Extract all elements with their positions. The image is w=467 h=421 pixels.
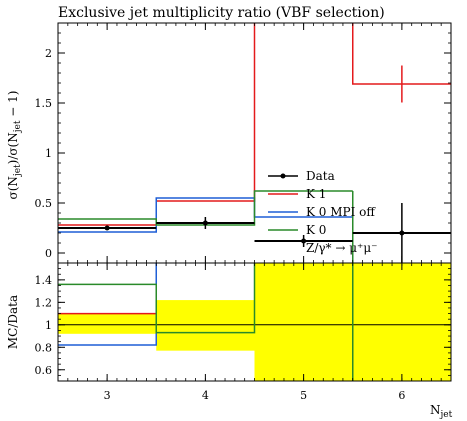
series-k-0-line (58, 263, 256, 334)
y-tick-label: 1.4 (35, 274, 53, 287)
data-point (202, 220, 208, 226)
y-tick-label: 1 (45, 147, 52, 160)
y-tick-label: 0.5 (35, 197, 53, 210)
chart-title: Exclusive jet multiplicity ratio (VBF se… (58, 5, 385, 21)
legend-label: K 0 MPI off (306, 205, 376, 219)
plot-area-top (58, 23, 451, 263)
data-point (399, 230, 405, 236)
y-tick-label: 1.5 (35, 97, 53, 110)
series-k-0-mpi-off-line (58, 197, 353, 233)
y-tick-label: 0 (45, 247, 52, 260)
plot-area-bottom (58, 263, 451, 381)
annotation: Z/γ* → μ⁺μ⁻ (306, 241, 378, 255)
data-point (104, 225, 110, 231)
uncertainty-band-bin (156, 300, 255, 351)
data-point (301, 238, 307, 244)
x-tick-label: 6 (398, 389, 405, 402)
legend-label: K 1 (306, 187, 326, 201)
x-tick-label: 4 (202, 389, 209, 402)
x-tick-label: 3 (104, 389, 111, 402)
uncertainty-band-bin (254, 263, 353, 381)
y-tick-label: 1 (45, 319, 52, 332)
ratio-panel: 0 0.5 1 1.5 2 Data K 1 K 0 MPI off K 0 Z/γ* → μ⁺μ… (35, 22, 452, 264)
y-tick-label: 2 (45, 47, 52, 60)
uncertainty-band-bin (352, 263, 451, 381)
series-k-0-mpi-off-line (58, 263, 157, 346)
y-tick-label: 0.6 (35, 364, 53, 377)
uncertainty-band-bin (58, 313, 157, 334)
legend-marker (280, 173, 286, 179)
y-tick-label: 0.8 (35, 341, 53, 354)
legend-label: K 0 (306, 223, 326, 237)
x-tick-label: 5 (300, 389, 307, 402)
legend-label: Data (306, 169, 335, 183)
y-axis-label-top: σ(Njet)/σ(Njet − 1) (6, 91, 23, 200)
y-tick-label: 1.2 (35, 296, 53, 309)
mc-data-panel: 0.6 0.8 1 1.2 1.4 3 4 5 6 (35, 262, 452, 402)
x-axis-label: Njet (430, 403, 453, 420)
y-axis-label-bottom: MC/Data (6, 295, 20, 349)
